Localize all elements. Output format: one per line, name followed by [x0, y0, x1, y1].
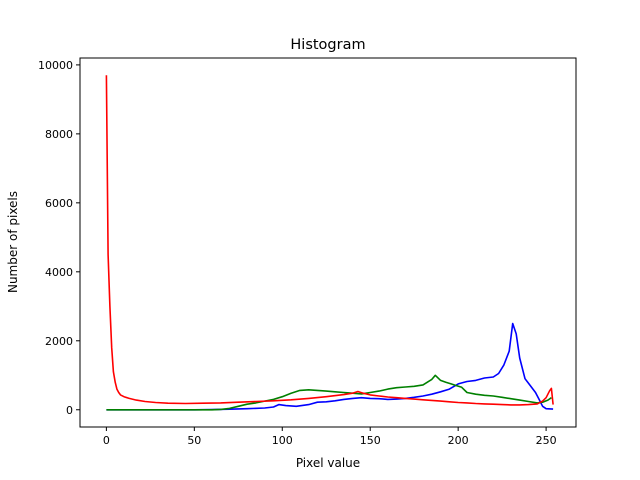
y-axis-ticks: 0 2000 4000 6000 8000 10000	[38, 59, 80, 417]
y-tick-label: 6000	[45, 197, 73, 210]
x-tick-label: 50	[187, 434, 201, 447]
x-tick-label: 200	[448, 434, 469, 447]
x-tick-label: 150	[360, 434, 381, 447]
series-line-0	[106, 322, 554, 411]
x-tick-label: 100	[272, 434, 293, 447]
y-tick-label: 0	[66, 404, 73, 417]
y-tick-label: 4000	[45, 266, 73, 279]
x-axis-label: Pixel value	[296, 456, 360, 470]
y-tick-label: 10000	[38, 59, 73, 72]
axes-frame	[79, 57, 577, 428]
plot-area	[105, 75, 554, 411]
chart-title: Histogram	[290, 37, 365, 53]
series-line-2	[105, 75, 554, 406]
y-tick-label: 8000	[45, 128, 73, 141]
x-tick-label: 0	[103, 434, 110, 447]
y-tick-label: 2000	[45, 335, 73, 348]
y-axis-label: Number of pixels	[6, 191, 20, 293]
x-tick-label: 250	[536, 434, 557, 447]
x-axis-ticks: 0 50 100 150 200 250	[103, 427, 557, 447]
